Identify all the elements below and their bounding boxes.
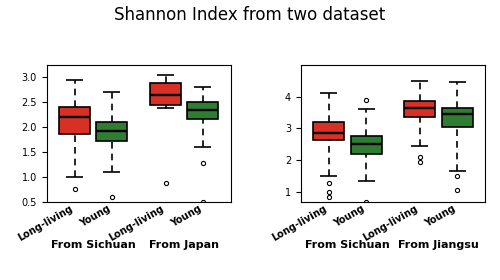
Bar: [188, 102, 218, 118]
Bar: [350, 136, 382, 154]
Bar: [150, 83, 181, 105]
Text: Shannon Index from two dataset: Shannon Index from two dataset: [114, 6, 386, 24]
Text: From Jiangsu: From Jiangsu: [398, 240, 479, 250]
Text: From Japan: From Japan: [150, 240, 220, 250]
Bar: [404, 101, 436, 117]
Text: From Sichuan: From Sichuan: [51, 240, 136, 250]
Bar: [96, 122, 128, 141]
Bar: [59, 107, 90, 134]
Bar: [442, 108, 472, 127]
Text: From Sichuan: From Sichuan: [305, 240, 390, 250]
Bar: [314, 122, 344, 139]
